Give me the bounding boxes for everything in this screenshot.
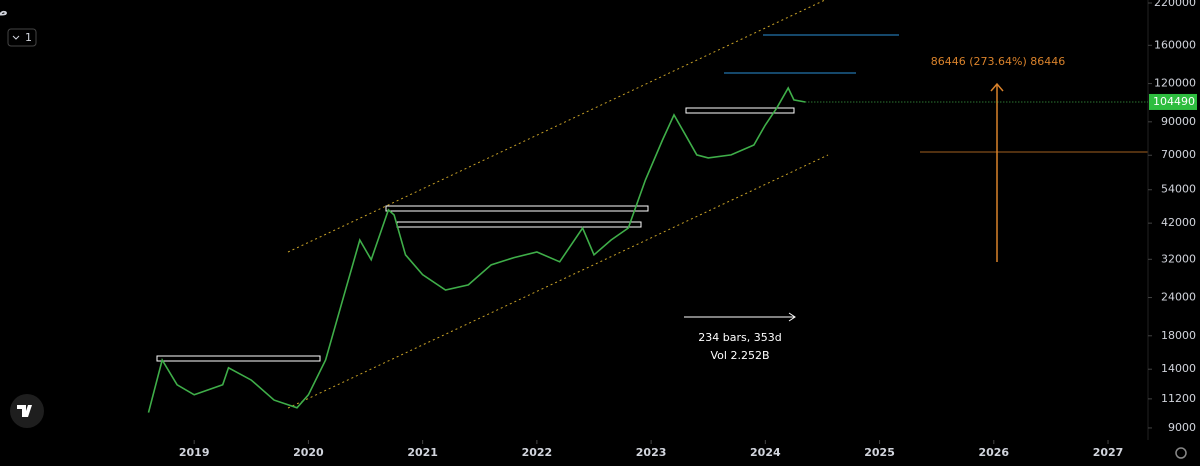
interval: 1 bbox=[25, 31, 32, 44]
y-tick-label: 9000 bbox=[1168, 421, 1196, 434]
y-tick-label: 70000 bbox=[1161, 148, 1196, 161]
range-box bbox=[685, 107, 795, 114]
x-tick-label: 2020 bbox=[293, 446, 324, 459]
y-tick-label: 160000 bbox=[1154, 38, 1196, 51]
x-tick-label: 2025 bbox=[864, 446, 895, 459]
x-tick-label: 2024 bbox=[750, 446, 781, 459]
x-tick-label: 2027 bbox=[1093, 446, 1124, 459]
logo-mark bbox=[17, 405, 32, 417]
y-tick-label: 54000 bbox=[1161, 183, 1196, 196]
x-tick-label: 2023 bbox=[636, 446, 667, 459]
y-tick-label: 11200 bbox=[1161, 392, 1196, 405]
channel-lower bbox=[287, 154, 829, 409]
range-arrowhead bbox=[788, 312, 796, 322]
interval-box[interactable] bbox=[7, 28, 37, 47]
channel-upper bbox=[287, 0, 826, 253]
chevron bbox=[12, 35, 20, 40]
y-tick-label: 90000 bbox=[1161, 115, 1196, 128]
range-box bbox=[385, 205, 649, 212]
annotation: Vol 2.252B bbox=[711, 349, 770, 362]
annotation: 86446 (273.64%) 86446 bbox=[931, 55, 1066, 68]
range-box bbox=[156, 355, 321, 362]
y-tick-label: 14000 bbox=[1161, 362, 1196, 375]
y-tick-label: 220000 bbox=[1154, 0, 1196, 9]
y-tick-label: 42000 bbox=[1161, 216, 1196, 229]
y-tick-label: 32000 bbox=[1161, 252, 1196, 265]
x-tick-label: 2026 bbox=[978, 446, 1009, 459]
measure-arrowhead bbox=[990, 82, 1004, 92]
y-tick-label: 18000 bbox=[1161, 329, 1196, 342]
annotation: 234 bars, 353d bbox=[698, 331, 781, 344]
last-price-label: 104490 bbox=[1153, 95, 1195, 108]
y-tick-label: 120000 bbox=[1154, 77, 1196, 90]
last-price-box bbox=[1149, 93, 1197, 110]
y-tick-label: 24000 bbox=[1161, 291, 1196, 304]
x-tick-label: 2021 bbox=[407, 446, 438, 459]
chart-title: ص س پشتوانه طلای مفید · 1D bbox=[0, 5, 8, 20]
settings-icon[interactable] bbox=[1175, 447, 1187, 459]
x-tick-label: 2022 bbox=[522, 446, 553, 459]
x-tick-label: 2019 bbox=[179, 446, 210, 459]
price-line bbox=[147, 86, 806, 413]
